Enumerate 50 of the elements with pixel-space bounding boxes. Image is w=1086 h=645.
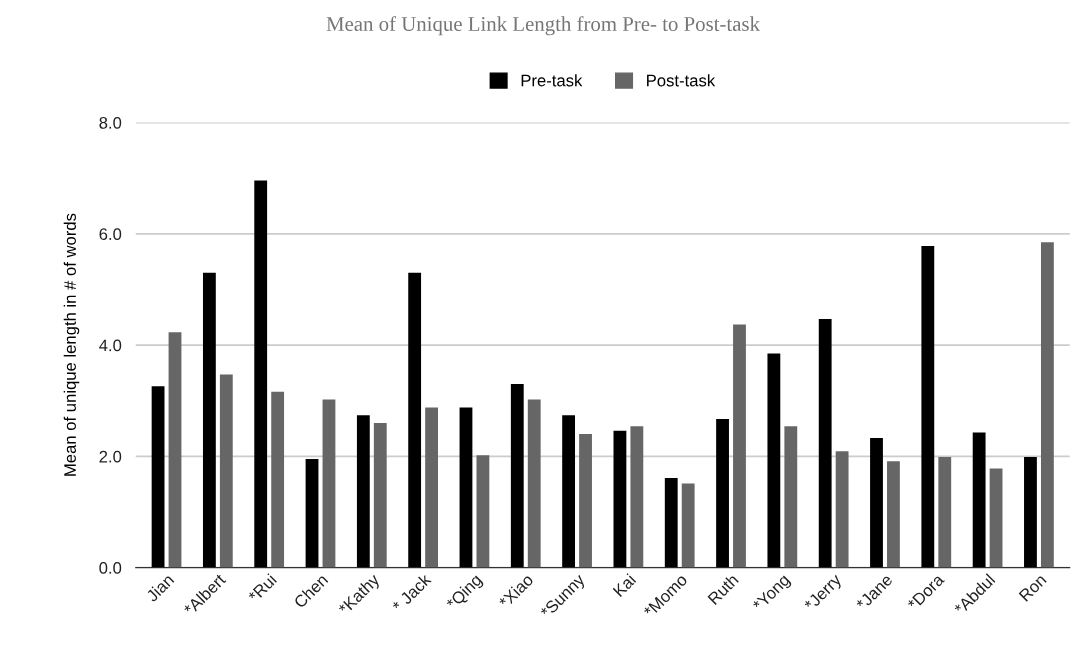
bar <box>887 461 900 568</box>
x-tick-label: *Xiao <box>497 572 534 610</box>
bar <box>870 437 883 568</box>
bar <box>818 318 832 568</box>
bar <box>681 483 695 568</box>
bar <box>356 415 370 568</box>
bar <box>921 246 935 568</box>
bar <box>613 430 627 568</box>
legend-label: Post-task <box>647 74 716 87</box>
bar <box>1024 456 1037 568</box>
chart-title: Mean of Unique Link Length from Pre- to Post-task <box>326 16 760 36</box>
bar <box>219 374 233 568</box>
bar <box>938 456 952 568</box>
bar <box>202 272 216 568</box>
bar <box>322 399 336 568</box>
bar <box>373 422 387 568</box>
bar <box>767 353 781 568</box>
bar <box>733 324 746 568</box>
y-tick-label: 8.0 <box>99 116 122 129</box>
bar <box>972 432 986 568</box>
bar <box>664 478 678 568</box>
bar <box>527 399 541 568</box>
bar <box>425 407 438 568</box>
bar <box>271 391 285 568</box>
x-tick-label: Kai <box>612 573 637 598</box>
x-tick-label: Jian <box>145 573 175 603</box>
bar <box>476 455 490 568</box>
bar <box>510 384 524 568</box>
legend-label: Pre-task <box>521 74 583 87</box>
bar <box>408 272 422 568</box>
bar <box>1040 242 1054 568</box>
bar <box>305 459 319 568</box>
y-tick-label: 4.0 <box>99 339 122 352</box>
bar <box>168 332 182 568</box>
bar <box>630 426 644 568</box>
bar <box>989 468 1003 568</box>
bar <box>254 180 268 568</box>
y-tick-label: 6.0 <box>99 228 122 241</box>
bar <box>579 434 592 568</box>
x-tick-label: *Rui <box>247 573 278 604</box>
bar <box>459 407 473 568</box>
bar <box>151 386 165 568</box>
bar <box>835 451 849 568</box>
y-tick-label: 0.0 <box>99 562 122 574</box>
x-tick-label: Ron <box>1018 573 1047 602</box>
y-axis-title: Mean of unique length in # of words <box>63 213 80 476</box>
bar <box>716 419 729 568</box>
y-tick-label: 2.0 <box>99 450 122 463</box>
bar <box>784 426 798 568</box>
bar <box>562 415 576 568</box>
